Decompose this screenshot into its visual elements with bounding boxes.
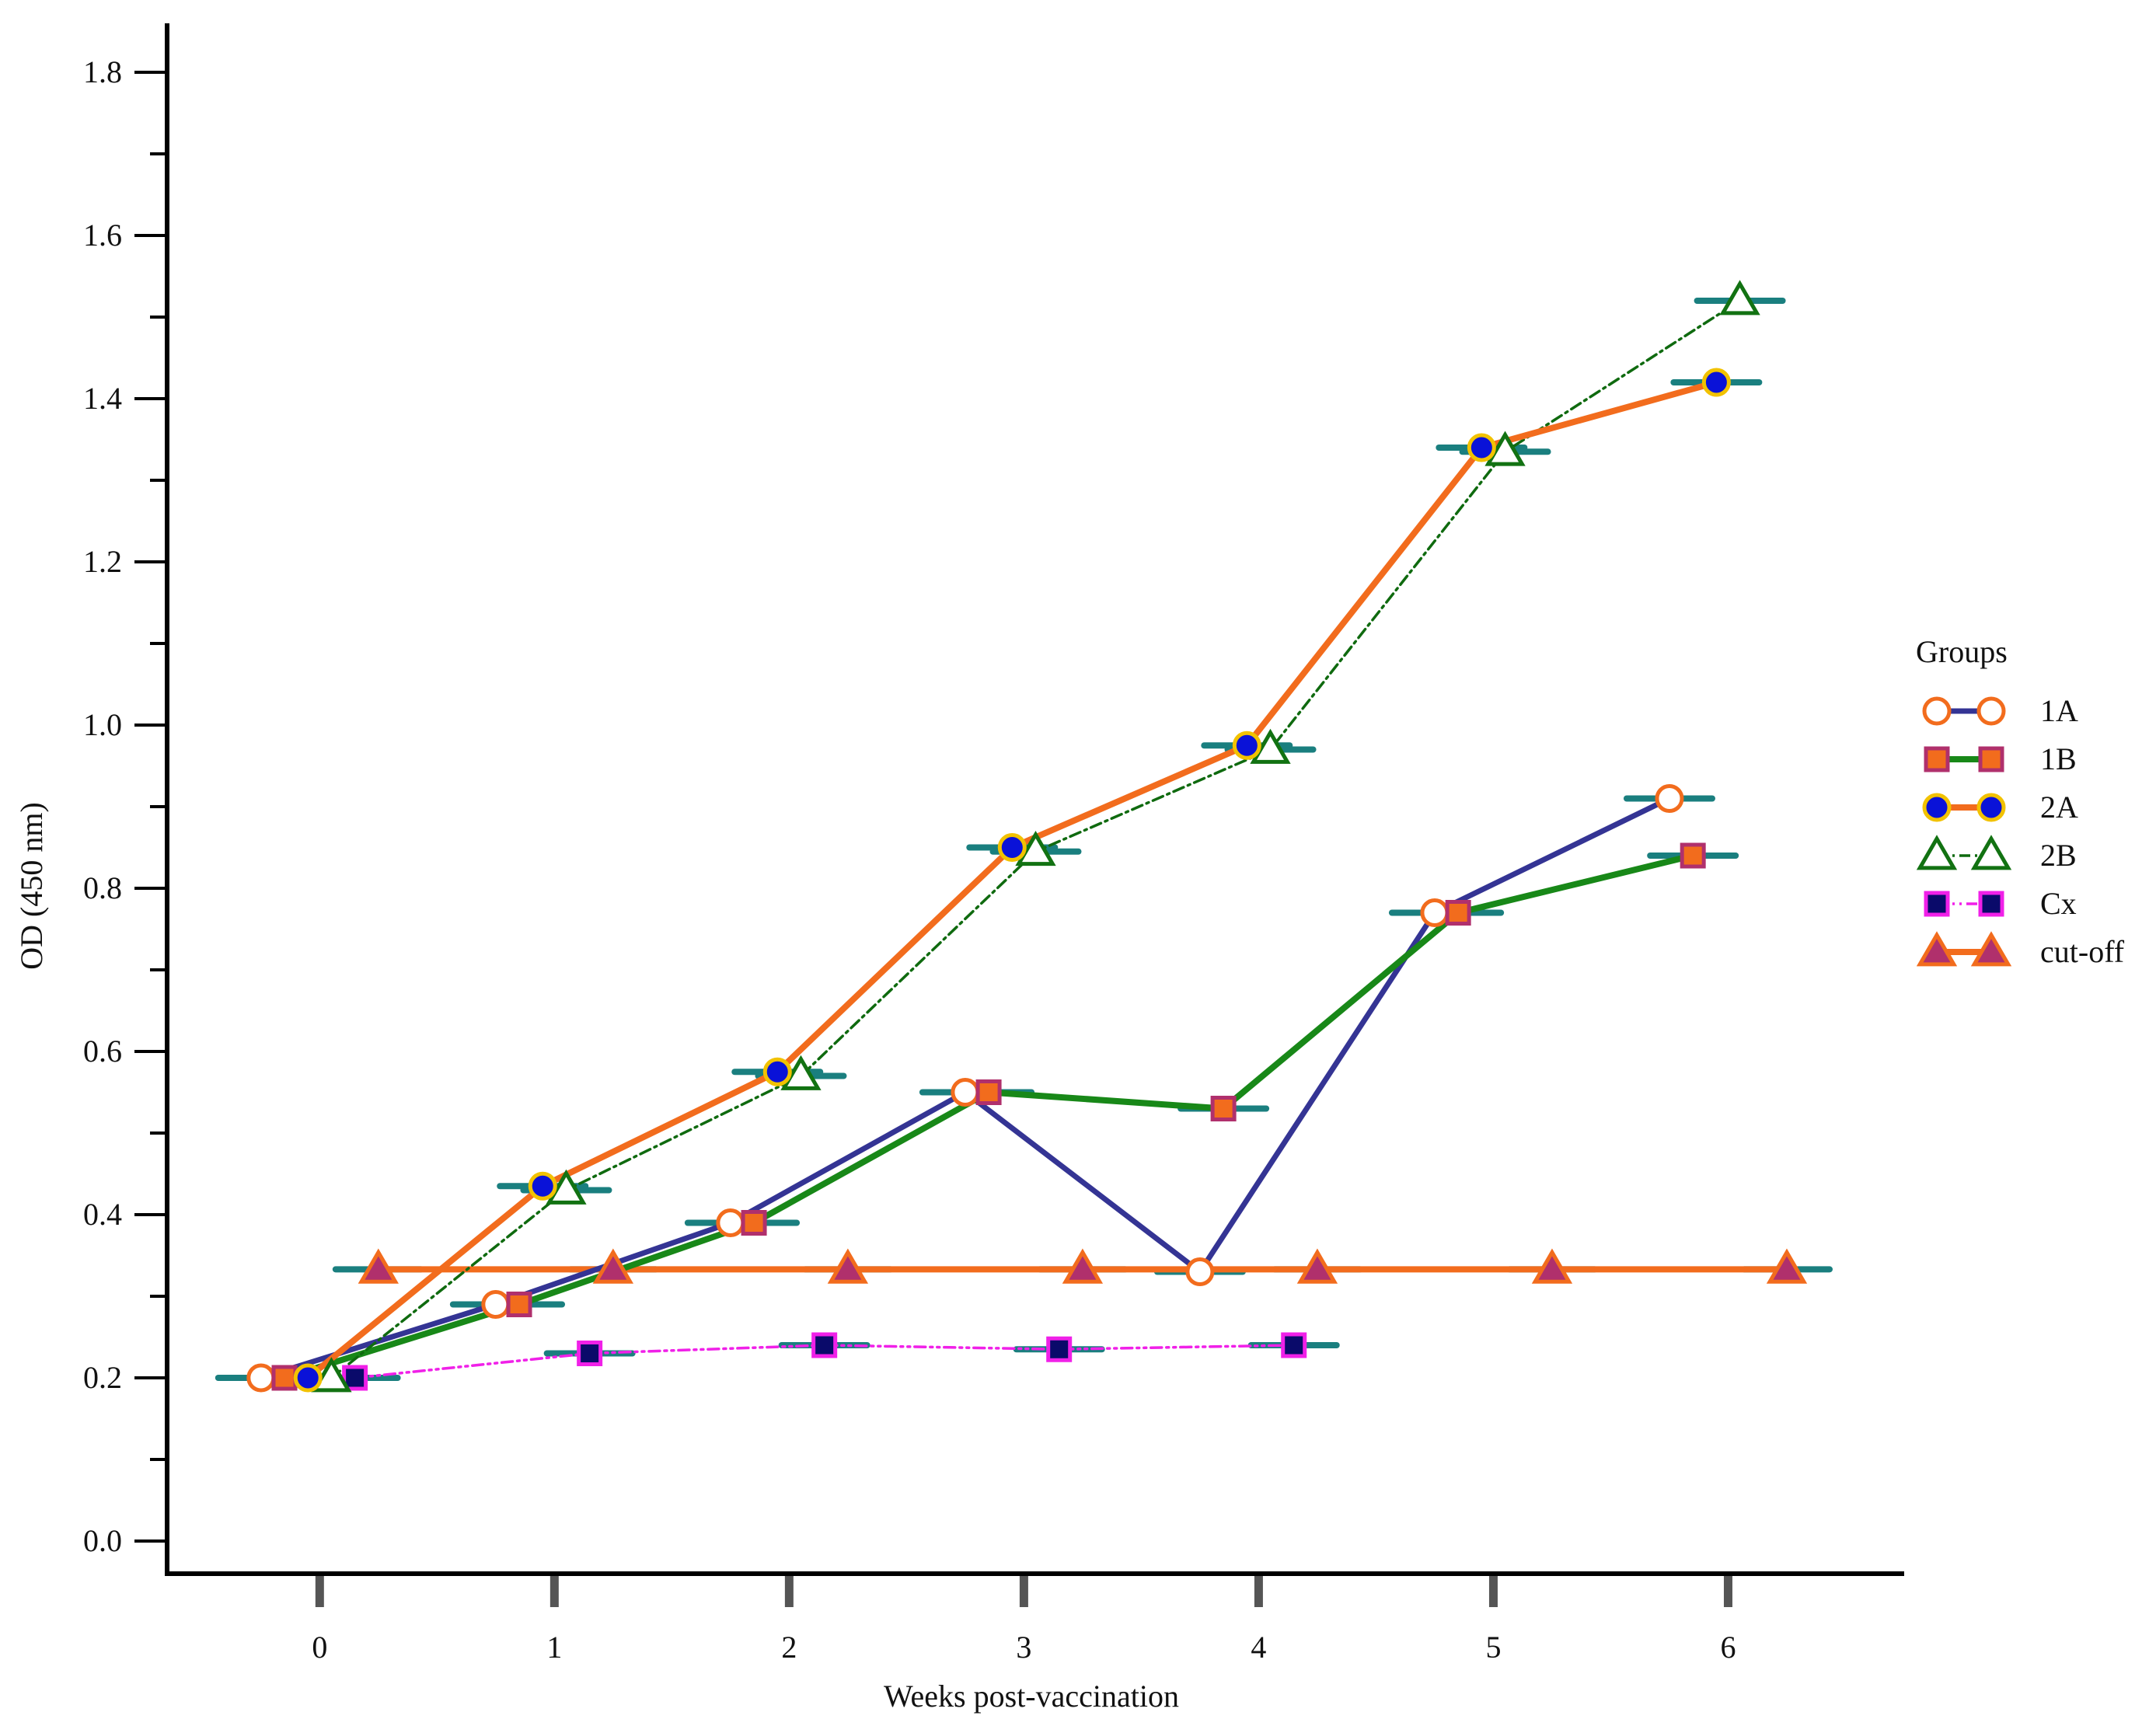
x-tick-label: 1 <box>546 1630 562 1665</box>
legend-label: 1B <box>2040 741 2077 776</box>
legend-label: 1A <box>2040 693 2078 728</box>
data-point-2B <box>1484 431 1526 466</box>
legend-marker <box>1922 793 1952 822</box>
legend-marker <box>1970 931 2012 967</box>
y-axis-label: OD (450 nm) <box>14 802 49 970</box>
data-point-1B <box>271 1365 298 1391</box>
series-line-Cx <box>353 1344 1296 1379</box>
y-tick-label: 0.0 <box>83 1523 122 1558</box>
data-point-1A <box>1655 784 1684 813</box>
data-point-cut-off <box>827 1248 869 1284</box>
data-point-1A <box>481 1290 511 1319</box>
data-point-cut-off <box>1296 1248 1338 1284</box>
data-point-1B <box>741 1210 767 1236</box>
data-point-2A <box>528 1171 557 1201</box>
legend-item-2A: 2A <box>1922 790 2078 825</box>
x-tick-label: 0 <box>312 1630 327 1665</box>
data-point-Cx <box>342 1365 368 1391</box>
y-tick-label: 1.6 <box>83 218 122 253</box>
legend-item-Cx: Cx <box>1924 886 2077 921</box>
data-point-2B <box>1015 830 1056 866</box>
data-point-1A <box>951 1078 980 1107</box>
legend-marker <box>1924 746 1950 772</box>
data-point-1A <box>246 1363 276 1393</box>
legend-marker <box>1976 696 2006 726</box>
legend-label: cut-off <box>2040 934 2125 969</box>
data-point-1A <box>1185 1257 1215 1286</box>
x-tick-label: 4 <box>1251 1630 1266 1665</box>
legend-marker <box>1978 891 2004 917</box>
legend-item-1A: 1A <box>1922 693 2078 728</box>
data-point-2A <box>1701 368 1731 397</box>
data-point-2B <box>311 1357 352 1393</box>
x-axis-label: Weeks post-vaccination <box>884 1679 1179 1714</box>
y-tick-label: 0.2 <box>83 1360 122 1395</box>
x-tick-label: 6 <box>1720 1630 1736 1665</box>
x-tick-label: 3 <box>1016 1630 1031 1665</box>
axes: 0.0 0.2 0.4 0.6 0.8 1.0 1.2 1.4 1.6 1.8 0 1 2 3 4 5 6 <box>83 23 1904 1665</box>
y-tick-label: 1.4 <box>83 381 122 416</box>
legend: Groups 1A 1B 2A 2B Cx cut-off <box>1916 634 2125 969</box>
data-point-2B <box>1250 728 1291 764</box>
data-point-2A <box>1467 433 1496 462</box>
series-markers <box>246 280 1808 1393</box>
legend-title: Groups <box>1916 634 2008 669</box>
data-point-cut-off <box>1062 1248 1104 1284</box>
data-point-cut-off <box>1531 1248 1573 1284</box>
y-tick-label: 1.2 <box>83 544 122 579</box>
y-tick-label: 0.8 <box>83 870 122 905</box>
data-point-2B <box>546 1169 587 1205</box>
legend-label: Cx <box>2040 886 2077 921</box>
data-point-2A <box>1232 731 1261 760</box>
legend-marker <box>1924 891 1950 917</box>
data-point-1B <box>506 1292 532 1317</box>
data-point-Cx <box>1281 1332 1307 1358</box>
y-tick-label: 1.8 <box>83 54 122 89</box>
legend-marker <box>1976 793 2006 822</box>
data-point-1B <box>1445 900 1471 926</box>
data-point-2A <box>762 1057 792 1086</box>
data-point-1B <box>1210 1096 1237 1121</box>
data-point-2B <box>1719 280 1760 316</box>
data-point-cut-off <box>358 1248 399 1284</box>
data-point-1A <box>716 1208 745 1237</box>
legend-item-cut-off: cut-off <box>1916 931 2125 969</box>
y-tick-label: 0.4 <box>83 1197 122 1232</box>
legend-marker <box>1978 746 2004 772</box>
legend-item-1B: 1B <box>1924 741 2077 776</box>
data-point-1B <box>975 1079 1002 1105</box>
data-point-2A <box>293 1363 323 1393</box>
data-point-Cx <box>811 1332 838 1358</box>
legend-marker <box>1916 931 1958 967</box>
data-point-cut-off <box>592 1248 634 1284</box>
legend-label: 2B <box>2040 838 2077 873</box>
data-point-Cx <box>577 1341 603 1366</box>
data-point-2B <box>780 1055 822 1090</box>
data-point-1B <box>1680 842 1706 869</box>
data-point-cut-off <box>1766 1248 1808 1284</box>
legend-label: 2A <box>2040 790 2078 825</box>
data-point-2A <box>997 833 1027 862</box>
y-tick-label: 1.0 <box>83 707 122 742</box>
data-point-Cx <box>1046 1336 1073 1362</box>
x-tick-label: 2 <box>781 1630 797 1665</box>
legend-marker <box>1970 835 2012 870</box>
y-tick-label: 0.6 <box>83 1034 122 1069</box>
legend-marker <box>1922 696 1952 726</box>
x-tick-label: 5 <box>1485 1630 1501 1665</box>
data-point-1A <box>1420 898 1450 927</box>
legend-marker <box>1916 835 1958 870</box>
legend-item-2B: 2B <box>1916 835 2077 873</box>
